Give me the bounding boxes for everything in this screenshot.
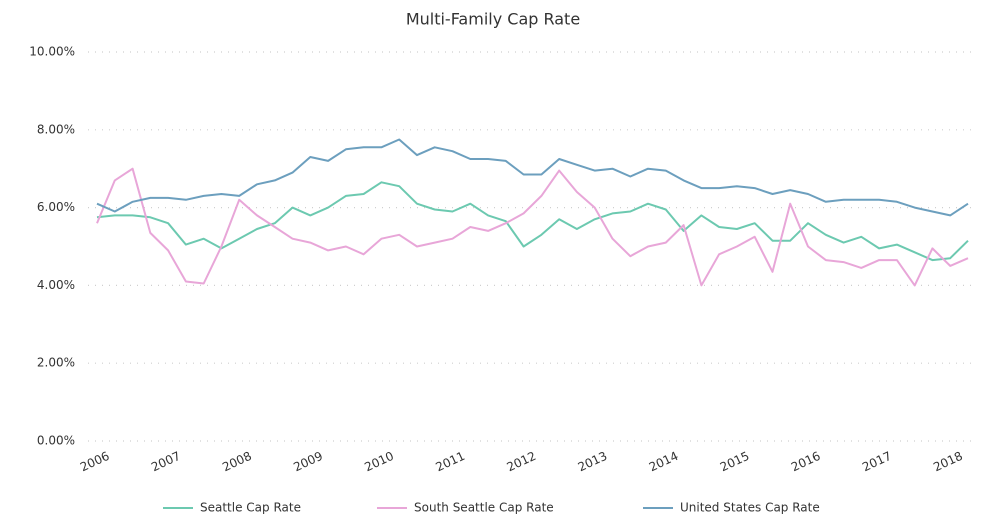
x-tick-label: 2011 [433, 449, 467, 475]
x-tick-label: 2012 [505, 449, 539, 475]
series-line [96, 138, 969, 217]
series-line [96, 167, 969, 287]
x-tick-label: 2016 [789, 449, 823, 475]
chart-title: Multi-Family Cap Rate [406, 10, 580, 29]
y-tick-label: 10.00% [29, 45, 75, 59]
series-line [96, 181, 969, 262]
y-tick-label: 8.00% [37, 122, 75, 136]
x-tick-label: 2017 [860, 449, 894, 475]
y-tick-label: 6.00% [37, 200, 75, 214]
x-tick-label: 2009 [291, 449, 325, 475]
legend-label: South Seattle Cap Rate [414, 501, 554, 515]
x-tick-label: 2007 [149, 449, 183, 475]
y-tick-label: 0.00% [37, 434, 75, 448]
x-tick-label: 2006 [78, 449, 112, 475]
y-tick-label: 2.00% [37, 356, 75, 370]
x-tick-label: 2015 [718, 449, 752, 475]
x-tick-label: 2010 [362, 449, 396, 475]
x-tick-label: 2008 [220, 449, 254, 475]
legend-label: Seattle Cap Rate [200, 501, 301, 515]
x-tick-label: 2018 [931, 449, 965, 475]
legend-label: United States Cap Rate [680, 501, 820, 515]
x-tick-label: 2013 [576, 449, 610, 475]
x-tick-label: 2014 [647, 449, 681, 475]
y-tick-label: 4.00% [37, 278, 75, 292]
